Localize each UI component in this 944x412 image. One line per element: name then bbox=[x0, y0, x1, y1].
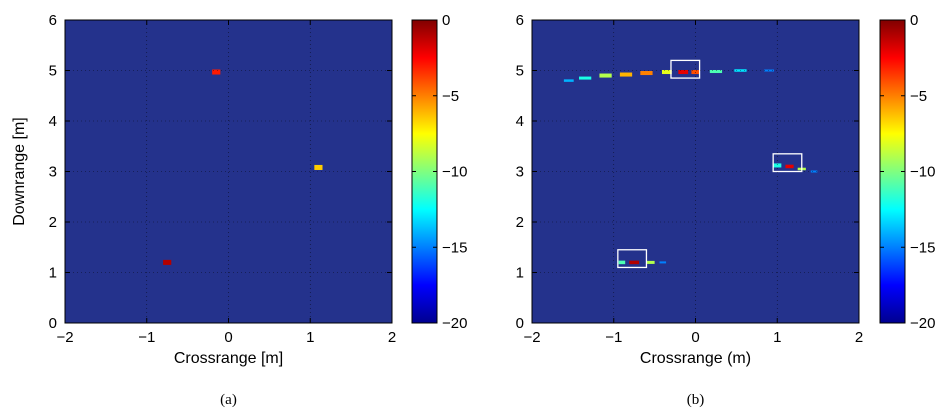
caption-a: (a) bbox=[220, 392, 237, 408]
data-cell-8 bbox=[709, 69, 723, 74]
data-cell-10 bbox=[764, 69, 774, 72]
data-cell-0 bbox=[212, 69, 221, 75]
data-cell-17 bbox=[646, 260, 655, 264]
x-axis-label-a: Crossrange [m] bbox=[174, 350, 283, 367]
y-tick-label-3: 3 bbox=[516, 164, 524, 181]
x-tick-label-4: 2 bbox=[388, 329, 396, 346]
colorbar-tick-label-4: −20 bbox=[910, 315, 935, 332]
data-cell-2 bbox=[599, 73, 612, 78]
colorbar-tick-label-1: −5 bbox=[910, 88, 927, 105]
data-cell-4 bbox=[640, 71, 653, 76]
colorbar-tick-label-3: −15 bbox=[910, 239, 935, 256]
data-cell-5 bbox=[661, 69, 672, 75]
data-cell-3 bbox=[619, 72, 633, 77]
target-box-1 bbox=[772, 153, 803, 173]
colorbar-tick-label-0: 0 bbox=[442, 12, 450, 29]
colorbar-tick-label-0: 0 bbox=[910, 12, 918, 29]
y-tick-label-2: 2 bbox=[516, 214, 524, 231]
y-tick-label-2: 2 bbox=[49, 214, 57, 231]
colorbar-a-ticks: 0 −5 −10 −15 −20 bbox=[412, 12, 467, 332]
data-cell-16 bbox=[629, 260, 640, 265]
data-cell-12 bbox=[785, 164, 794, 169]
y-tick-label-4: 4 bbox=[516, 113, 524, 130]
x-tick-label-3: 1 bbox=[306, 329, 314, 346]
target-box-0 bbox=[670, 59, 701, 79]
x-tick-label-2: 0 bbox=[224, 329, 232, 346]
colorbar-b-ticks: 0 −5 −10 −15 −20 bbox=[880, 12, 935, 332]
caption-b: (b) bbox=[687, 392, 705, 408]
heatmap-b: −2 −1 0 1 2 0 1 2 3 4 5 6 bbox=[516, 12, 864, 346]
x-axis-label-b: Crossrange (m) bbox=[640, 350, 751, 367]
target-box-2 bbox=[617, 249, 648, 269]
data-cell-6 bbox=[678, 69, 689, 75]
y-tick-label-1: 1 bbox=[49, 265, 57, 282]
data-cell-2 bbox=[163, 259, 172, 265]
data-cell-1 bbox=[579, 76, 592, 80]
y-tick-label-6: 6 bbox=[516, 12, 524, 29]
y-tick-label-3: 3 bbox=[49, 164, 57, 181]
colorbar-tick-label-3: −15 bbox=[442, 239, 467, 256]
y-tick-label-1: 1 bbox=[516, 265, 524, 282]
colorbar-tick-label-4: −20 bbox=[442, 315, 467, 332]
colorbar-tick-label-2: −10 bbox=[442, 164, 467, 181]
data-cell-18 bbox=[659, 261, 667, 264]
data-cell-11 bbox=[773, 163, 782, 168]
y-tick-label-0: 0 bbox=[49, 315, 57, 332]
x-tick-label-3: 1 bbox=[773, 329, 781, 346]
x-tick-label-2: 0 bbox=[691, 329, 699, 346]
data-cell-14 bbox=[810, 170, 818, 173]
y-tick-label-4: 4 bbox=[49, 113, 57, 130]
colorbar-tick-label-1: −5 bbox=[442, 88, 459, 105]
x-tick-label-0: −2 bbox=[56, 329, 73, 346]
colorbar-tick-label-2: −10 bbox=[910, 164, 935, 181]
colorbar-a bbox=[411, 19, 438, 324]
y-axis-label-a: Downrange [m] bbox=[11, 117, 28, 226]
plot-background bbox=[65, 20, 392, 323]
data-cell-1 bbox=[314, 164, 323, 170]
data-cell-15 bbox=[618, 260, 626, 265]
y-tick-label-0: 0 bbox=[516, 315, 524, 332]
y-tick-label-6: 6 bbox=[49, 12, 57, 29]
heatmap-a: −2 −1 0 1 2 0 1 2 3 4 5 6 bbox=[49, 12, 397, 346]
data-cell-0 bbox=[563, 79, 574, 82]
x-tick-label-1: −1 bbox=[605, 329, 622, 346]
x-tick-label-4: 2 bbox=[855, 329, 863, 346]
plot-background bbox=[532, 20, 859, 323]
y-tick-label-5: 5 bbox=[49, 63, 57, 80]
y-tick-label-5: 5 bbox=[516, 63, 524, 80]
x-tick-label-0: −2 bbox=[523, 329, 540, 346]
x-tick-label-1: −1 bbox=[138, 329, 155, 346]
